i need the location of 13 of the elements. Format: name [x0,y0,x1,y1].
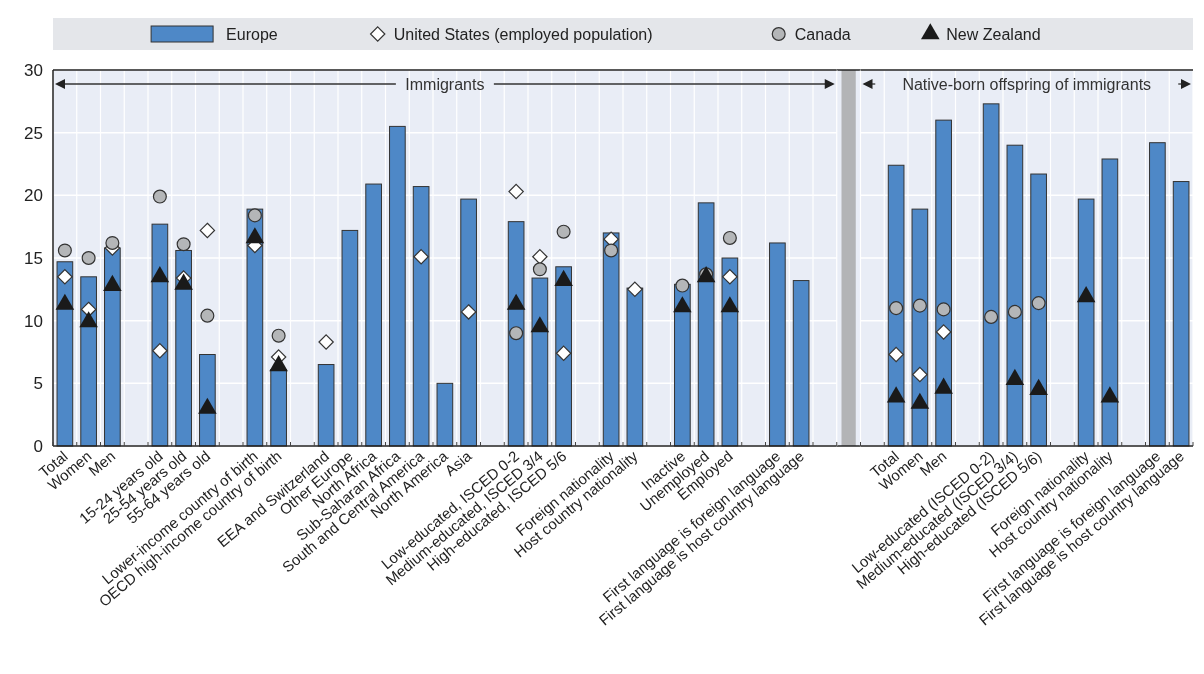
legend-label: United States (employed population) [393,26,653,43]
legend-label: Europe [226,26,278,43]
annotation: Native-born offspring of immigrants [902,76,1152,93]
y-tick-label: 20 [24,186,43,206]
y-tick-label: 10 [24,311,43,331]
annotation: Immigrants [405,76,485,93]
y-tick-label: 5 [33,374,43,394]
y-tick-label: 25 [24,123,43,143]
legend-label: New Zealand [946,26,1041,43]
legend-label: Canada [794,26,851,43]
y-tick-label: 15 [24,249,43,268]
y-tick-label: 30 [24,61,43,80]
y-tick-label: 0 [33,437,43,456]
